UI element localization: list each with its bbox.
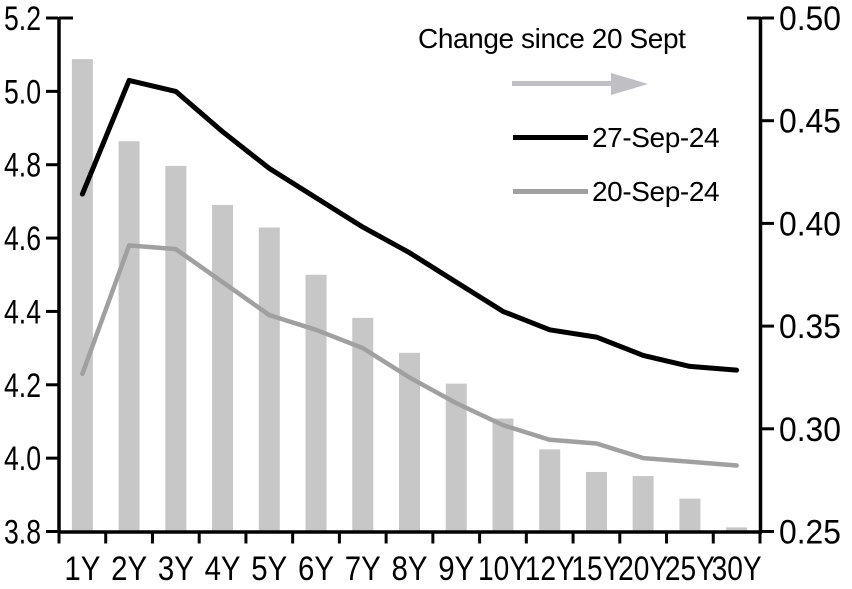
bar-change-15Y <box>585 471 607 533</box>
legend-title: Change since 20 Sept <box>418 23 686 54</box>
x-axis-tick-label: 9Y <box>438 550 474 588</box>
x-axis-tick-label: 1Y <box>64 550 100 588</box>
x-axis-tick-label: 12Y <box>525 550 575 588</box>
x-axis-tick-label: 2Y <box>111 550 147 588</box>
right-axis-tick-label: 0.50 <box>779 0 841 38</box>
bar-change-7Y <box>352 317 374 533</box>
left-axis-tick-label: 4.4 <box>4 293 41 331</box>
bar-change-12Y <box>539 449 561 533</box>
legend-swatch-27-sep <box>513 135 588 140</box>
bar-change-30Y <box>726 527 748 533</box>
left-axis-tick-label: 4.0 <box>4 440 41 478</box>
bar-change-10Y <box>492 418 514 533</box>
x-axis-tick-label: 5Y <box>251 550 287 588</box>
bar-change-5Y <box>258 227 280 533</box>
legend-swatch-20-sep <box>513 189 588 194</box>
x-axis-tick-label: 15Y <box>571 550 621 588</box>
left-axis-tick-label: 4.6 <box>4 220 41 258</box>
x-axis-tick-label: 30Y <box>712 550 762 588</box>
right-axis-tick-label: 0.35 <box>779 308 841 346</box>
bar-change-8Y <box>399 352 420 533</box>
bar-change-3Y <box>165 165 187 533</box>
change-arrow-head-icon <box>611 73 648 95</box>
right-axis-tick-label: 0.30 <box>779 411 841 449</box>
left-axis-tick-label: 5.2 <box>4 0 41 38</box>
x-axis-tick-label: 4Y <box>205 550 241 588</box>
x-axis-tick-label: 25Y <box>665 550 715 588</box>
right-axis-tick-label: 0.45 <box>779 103 841 141</box>
x-axis-tick-label: 8Y <box>392 550 428 588</box>
legend-label-20-sep: 20-Sep-24 <box>592 176 720 207</box>
x-axis-tick-label: 6Y <box>298 550 334 588</box>
bar-change-25Y <box>679 498 701 533</box>
x-axis-tick-label: 10Y <box>478 550 528 588</box>
bar-change-4Y <box>212 204 234 533</box>
bar-change-1Y <box>71 59 93 533</box>
x-axis-tick-label: 7Y <box>345 550 381 588</box>
left-axis-tick-label: 3.8 <box>4 514 41 552</box>
bar-change-20Y <box>632 476 654 533</box>
legend-label-27-sep: 27-Sep-24 <box>592 122 720 153</box>
right-axis-tick-label: 0.25 <box>779 514 841 552</box>
change-arrow-icon <box>512 81 613 86</box>
left-axis-tick-label: 4.2 <box>4 367 41 405</box>
bar-change-9Y <box>445 383 467 533</box>
series-line-27-sep-24 <box>79 77 740 373</box>
left-axis-tick-label: 4.8 <box>4 147 41 185</box>
bar-change-6Y <box>305 274 327 533</box>
bar-change-2Y <box>118 141 140 533</box>
x-axis-tick-label: 20Y <box>618 550 668 588</box>
left-axis-tick-label: 5.0 <box>4 73 41 111</box>
right-axis-tick-label: 0.40 <box>779 205 841 243</box>
x-axis-tick-label: 3Y <box>158 550 194 588</box>
series-line-20-sep-24 <box>80 243 739 468</box>
